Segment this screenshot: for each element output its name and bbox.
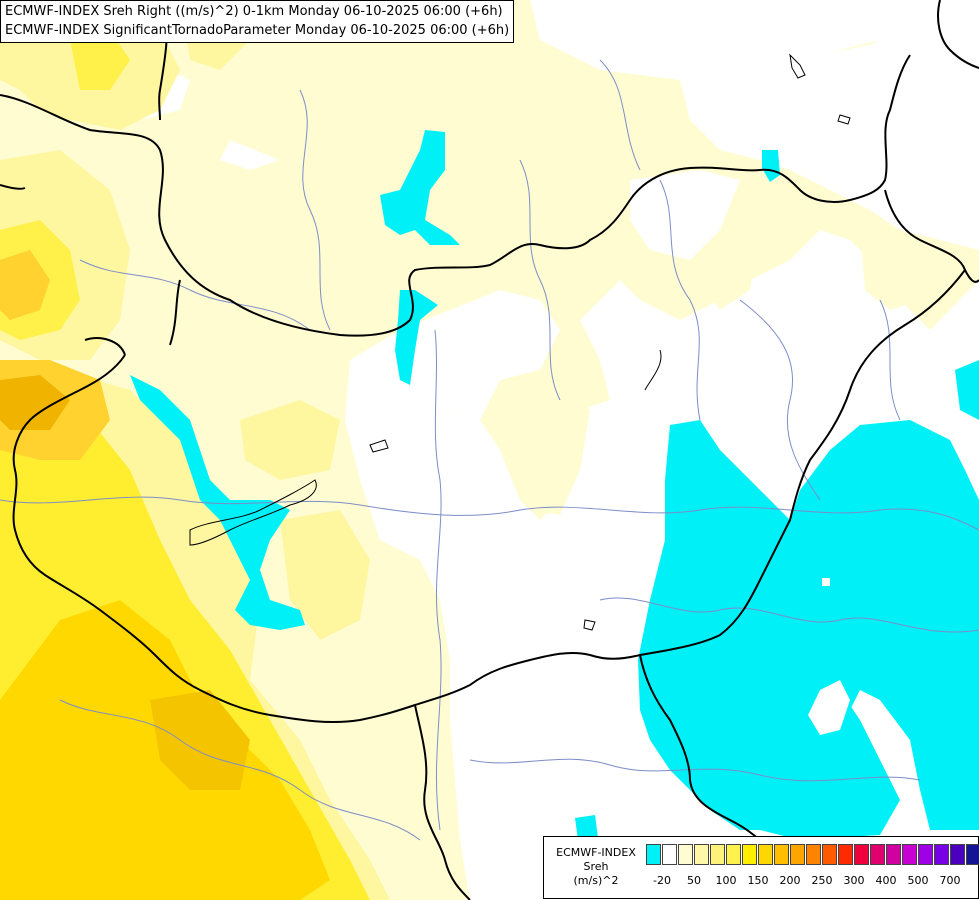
legend-swatch xyxy=(806,844,821,865)
legend-name: ECMWF-INDEX Sreh (m/s)^2 xyxy=(548,846,644,888)
map-title-box: ECMWF-INDEX Sreh Right ((m/s)^2) 0-1km M… xyxy=(0,0,515,43)
legend-name-line-2: Sreh xyxy=(583,860,609,873)
legend-name-line-1: ECMWF-INDEX xyxy=(556,846,636,859)
sreh-white-north xyxy=(220,140,280,170)
legend-swatches xyxy=(646,844,979,865)
legend-tick-label: 500 xyxy=(907,874,929,887)
sreh-negative-mid xyxy=(395,290,438,385)
sreh-negative-east-hole xyxy=(808,680,850,735)
sreh-band-100-mid xyxy=(240,400,340,480)
legend-swatch xyxy=(918,844,933,865)
legend-swatch xyxy=(694,844,709,865)
legend-tick-label: 300 xyxy=(843,874,865,887)
legend-swatch xyxy=(934,844,949,865)
legend-tick-label: 250 xyxy=(811,874,833,887)
legend-swatch xyxy=(758,844,773,865)
sreh-white-east xyxy=(630,170,740,260)
legend-swatch xyxy=(662,844,677,865)
title-line-2: ECMWF-INDEX SignificantTornadoParameter … xyxy=(5,23,510,38)
sreh-negative-north xyxy=(380,130,460,245)
sreh-negative-east-hole2 xyxy=(822,578,830,586)
legend-swatch xyxy=(678,844,693,865)
sreh-band-50-ne xyxy=(860,230,930,310)
sreh-negative-south xyxy=(575,815,598,840)
legend-tick-label: 100 xyxy=(715,874,737,887)
legend-swatch xyxy=(838,844,853,865)
sreh-band-150-nw xyxy=(70,30,130,90)
legend-swatch xyxy=(822,844,837,865)
rivers xyxy=(0,59,979,841)
sreh-white-ne xyxy=(680,0,979,250)
sreh-band-50-patch xyxy=(500,380,590,515)
legend-swatch xyxy=(902,844,917,865)
sreh-negative-small xyxy=(762,150,780,182)
sreh-band-250-a xyxy=(150,690,250,790)
sreh-negative-ne xyxy=(955,360,979,420)
legend-tick-label: 700 xyxy=(939,874,961,887)
legend-tick-label: -20 xyxy=(653,874,671,887)
legend-swatch xyxy=(790,844,805,865)
legend-tick-label: 200 xyxy=(779,874,801,887)
legend-swatch xyxy=(950,844,965,865)
legend-tick-label: 400 xyxy=(875,874,897,887)
legend-swatch xyxy=(886,844,901,865)
legend-name-line-3: (m/s)^2 xyxy=(573,874,619,887)
legend-ticks: -20 50 100 150 200 250 300 400 500 700 xyxy=(644,874,974,890)
legend-swatch xyxy=(774,844,789,865)
sreh-band-250-nw xyxy=(0,250,50,320)
color-legend: ECMWF-INDEX Sreh (m/s)^2 -20 50 100 150 200 2… xyxy=(543,836,979,899)
legend-swatch xyxy=(854,844,869,865)
title-line-1: ECMWF-INDEX Sreh Right ((m/s)^2) 0-1km M… xyxy=(5,4,503,19)
legend-swatch xyxy=(710,844,725,865)
sreh-band-100-c xyxy=(280,510,370,640)
legend-swatch xyxy=(870,844,885,865)
legend-tick-label: 50 xyxy=(687,874,701,887)
legend-swatch xyxy=(966,844,979,865)
legend-swatch xyxy=(742,844,757,865)
legend-tick-label: 150 xyxy=(747,874,769,887)
sreh-negative-river xyxy=(130,375,305,630)
lakes xyxy=(189,53,851,631)
sreh-negative-east xyxy=(638,420,979,840)
sreh-band-300-west xyxy=(0,375,70,430)
legend-swatch xyxy=(646,844,661,865)
legend-swatch xyxy=(726,844,741,865)
